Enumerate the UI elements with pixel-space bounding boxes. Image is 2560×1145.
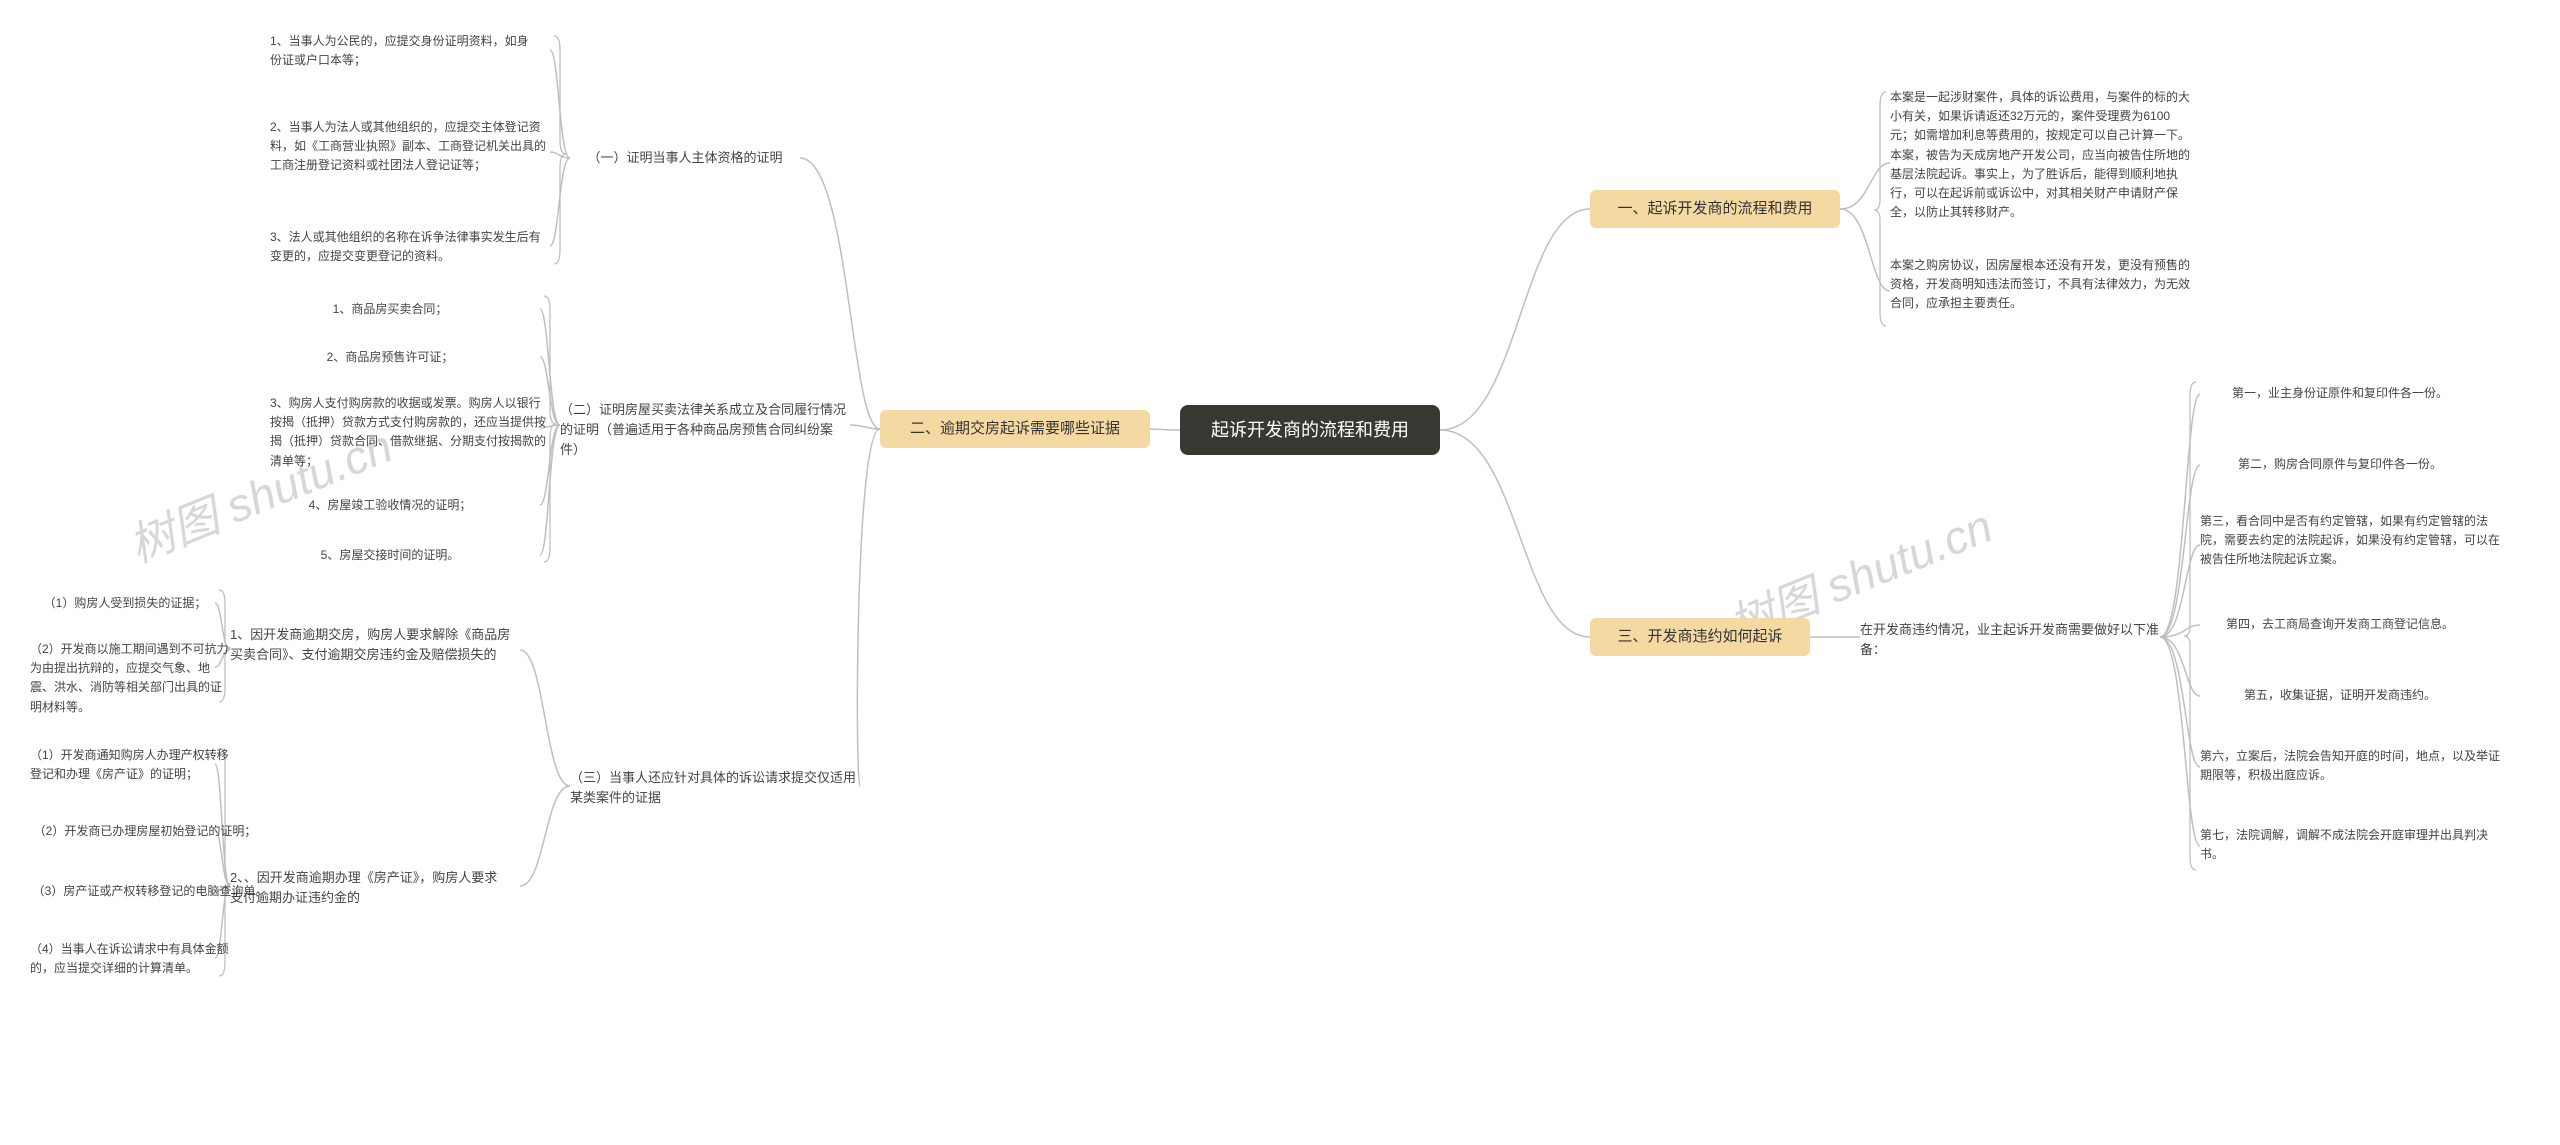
leaf-b3-3: 第三，看合同中是否有约定管辖，如果有约定管辖的法院，需要去约定的法院起诉，如果没… [2200,512,2500,570]
sub-s3c1: 1、因开发商逾期交房，购房人要求解除《商品房买卖合同》、支付逾期交房违约金及赔偿… [230,625,520,665]
leaf-b1-2: 本案之购房协议，因房屋根本还没有开发，更没有预售的资格，开发商明知违法而签订，不… [1890,256,2190,314]
leaf-s2-1: 1、商品房买卖合同； [290,300,490,319]
leaf-s3c2-2: （2）开发商已办理房屋初始登记的证明； [30,822,260,841]
leaf-s2-3: 3、购房人支付购房款的收据或发票。购房人以银行按揭（抵押）贷款方式支付购房款的，… [270,394,550,471]
leaf-s1-3: 3、法人或其他组织的名称在诉争法律事实发生后有变更的，应提交变更登记的资料。 [270,228,550,266]
leaf-b3-7: 第七，法院调解，调解不成法院会开庭审理并出具判决书。 [2200,826,2500,864]
sub-s3c2: 2、、因开发商逾期办理《房产证》，购房人要求支付逾期办证违约金的 [230,868,510,908]
leaf-s3c1-1: （1）购房人受到损失的证据； [30,594,220,613]
leaf-b3-6: 第六，立案后，法院会告知开庭的时间，地点，以及举证期限等，积极出庭应诉。 [2200,747,2500,785]
leaf-s1-1: 1、当事人为公民的，应提交身份证明资料，如身份证或户口本等； [270,32,540,70]
leaf-b3-1: 第一，业主身份证原件和复印件各一份。 [2200,384,2480,403]
sub-s3: （三）当事人还应针对具体的诉讼请求提交仅适用某类案件的证据 [570,768,860,808]
leaf-s3c2-3: （3）房产证或产权转移登记的电脑查询单。 [30,882,270,901]
leaf-s1-2: 2、当事人为法人或其他组织的，应提交主体登记资料，如《工商营业执照》副本、工商登… [270,118,550,176]
sub-s2: （二）证明房屋买卖法律关系成立及合同履行情况的证明（普遍适用于各种商品房预售合同… [560,400,850,460]
branch-how-to-sue[interactable]: 三、开发商违约如何起诉 [1590,618,1810,656]
leaf-s2-2: 2、商品房预售许可证； [290,348,490,367]
leaf-b3-4: 第四，去工商局查询开发商工商登记信息。 [2200,615,2480,634]
sub-b3: 在开发商违约情况，业主起诉开发商需要做好以下准备： [1860,620,2160,660]
leaf-s2-4: 4、房屋竣工验收情况的证明； [290,496,490,515]
sub-s1: （一）证明当事人主体资格的证明 [570,148,800,168]
branch-evidence[interactable]: 二、逾期交房起诉需要哪些证据 [880,410,1150,448]
leaf-b1-1: 本案是一起涉财案件，具体的诉讼费用，与案件的标的大小有关，如果诉请返还32万元的… [1890,88,2190,222]
leaf-s3c2-4: （4）当事人在诉讼请求中有具体金额的，应当提交详细的计算清单。 [30,940,230,978]
leaf-b3-5: 第五，收集证据，证明开发商违约。 [2200,686,2480,705]
root-node[interactable]: 起诉开发商的流程和费用 [1180,405,1440,455]
leaf-s3c1-2: （2）开发商以施工期间遇到不可抗力为由提出抗辩的，应提交气象、地震、洪水、消防等… [30,640,230,717]
leaf-s3c2-1: （1）开发商通知购房人办理产权转移登记和办理《房产证》的证明； [30,746,230,784]
branch-process-fee[interactable]: 一、起诉开发商的流程和费用 [1590,190,1840,228]
leaf-b3-2: 第二，购房合同原件与复印件各一份。 [2200,455,2480,474]
leaf-s2-5: 5、房屋交接时间的证明。 [290,546,490,565]
